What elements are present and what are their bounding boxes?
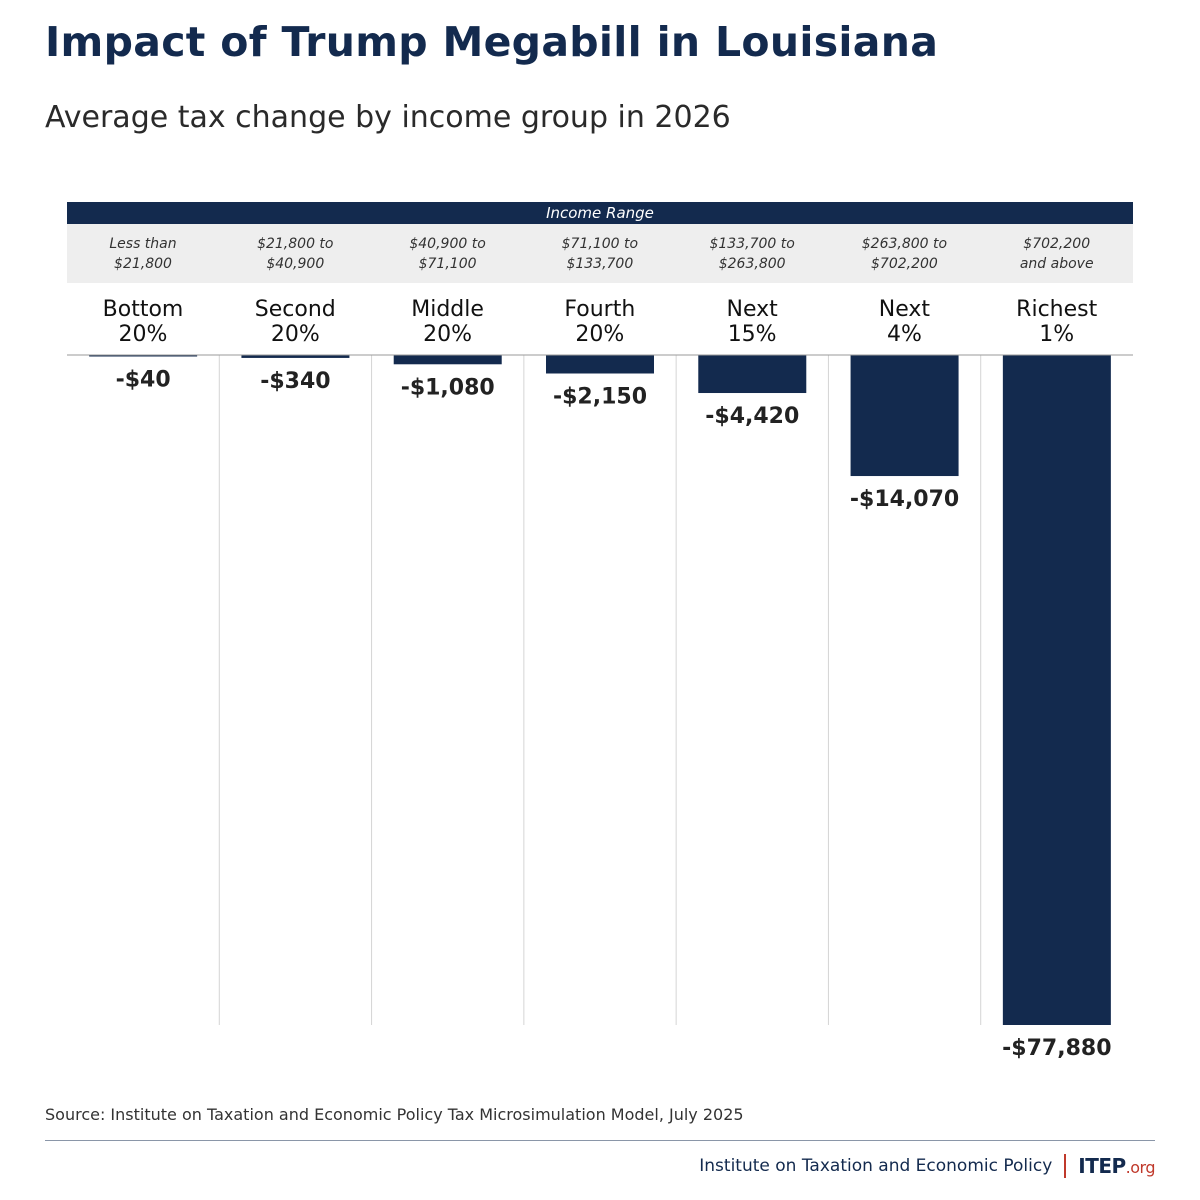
income-range-line: $71,100 to [561,236,639,252]
income-range-line: $702,200 [871,256,938,272]
group-label-line: Fourth [564,297,636,322]
group-label-line: 1% [1039,322,1075,347]
income-range-line: and above [1019,256,1094,272]
bar-chart: -$40 -$340 -$1,080 -$2,150 -$4,420 -$14,070 -$… [67,354,1133,1061]
group-label-line: 20% [423,322,473,347]
bar-7 [1002,355,1111,1025]
value-label-1: -$40 [116,368,171,393]
income-range-6: $263,800 to $702,200 [828,234,980,274]
value-label-4: -$2,150 [553,384,647,409]
income-range-7: $702,200 and above [981,234,1133,274]
group-label-line: Second [254,297,336,322]
income-range-line: $21,800 to [257,236,334,252]
income-range-line: $133,700 to [709,236,795,252]
income-range-line: $40,900 to [409,236,486,252]
income-range-line: Less than [109,236,177,252]
income-range-line: $71,100 [418,256,477,272]
income-range-4: $71,100 to $133,700 [524,234,676,274]
group-label-line: 20% [270,322,320,347]
income-range-2: $21,800 to $40,900 [219,234,371,274]
group-label-4: Fourth 20% [524,297,676,347]
footer-divider [45,1140,1155,1141]
group-label-2: Second 20% [219,297,371,347]
value-label-6: -$14,070 [850,487,959,512]
group-label-line: Next [726,297,778,322]
group-label-1: Bottom 20% [67,297,219,347]
income-range-5: $133,700 to $263,800 [676,234,828,274]
income-range-1: Less than $21,800 [67,234,219,274]
source-note: Source: Institute on Taxation and Econom… [45,1105,744,1124]
footer-separator [1064,1154,1067,1178]
income-range-line: $133,700 [566,256,634,272]
group-label-line: Richest [1016,297,1098,322]
group-label-line: Next [878,297,931,322]
value-label-7: -$77,880 [1002,1036,1111,1061]
income-range-band: Less than $21,800 $21,800 to $40,900 $40,900… [67,224,1133,283]
group-label-line: 20% [575,322,625,347]
value-label-2: -$340 [260,369,330,394]
chart-title: Impact of Trump Megabill in Louisiana [45,18,939,66]
bar-6 [850,355,959,477]
income-range-header: Income Range [67,202,1133,224]
chart-subtitle: Average tax change by income group in 20… [45,100,731,135]
group-label-line: 20% [118,322,168,347]
group-label-6: Next 4% [828,297,980,347]
bar-2 [241,355,350,358]
group-label-7: Richest 1% [981,297,1133,347]
group-label-line: Bottom [102,297,184,322]
income-range-line: $263,800 [718,256,786,272]
value-label-3: -$1,080 [401,375,495,400]
bar-3 [393,355,502,365]
itep-logo: ITEP.org [1078,1154,1155,1178]
group-label-line: 15% [727,322,777,347]
group-label-5: Next 15% [676,297,828,347]
logo-suffix: .org [1125,1158,1156,1177]
bar-4 [546,355,654,374]
group-label-3: Middle 20% [372,297,524,347]
footer: Institute on Taxation and Economic Polic… [699,1154,1156,1178]
income-range-line: $702,200 [1023,236,1091,252]
logo-main: ITEP [1078,1154,1126,1178]
income-range-line: $21,800 [114,256,172,272]
footer-org-name: Institute on Taxation and Economic Polic… [699,1156,1053,1176]
income-range-3: $40,900 to $71,100 [372,234,524,274]
value-label-5: -$4,420 [705,404,799,429]
bar-1 [89,355,198,357]
bar-5 [698,355,807,394]
income-range-line: $263,800 to [861,236,948,252]
group-label-line: Middle [411,297,484,322]
income-range-line: $40,900 [266,256,325,272]
group-label-line: 4% [886,322,922,347]
